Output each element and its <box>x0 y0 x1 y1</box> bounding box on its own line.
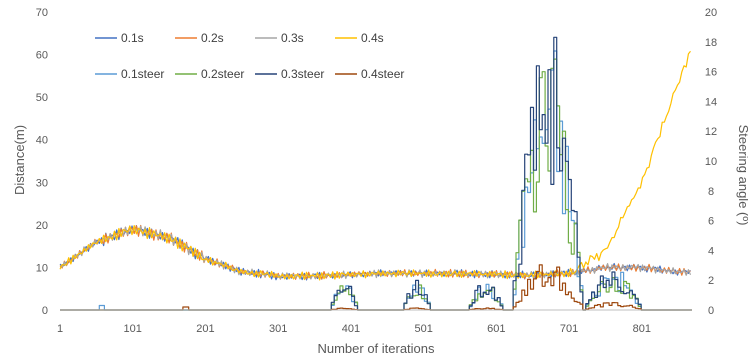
x-tick-label: 401 <box>342 323 360 335</box>
x-tick-label: 301 <box>269 323 287 335</box>
x-tick-label: 1 <box>57 323 63 335</box>
y-tick-label: 10 <box>36 262 48 274</box>
y2-axis-title: Steering angle (º) <box>736 125 748 226</box>
y-tick-label: 20 <box>36 220 48 232</box>
legend-label: 0.2steer <box>201 67 244 81</box>
series-line-0-3steer <box>60 36 692 311</box>
plot-lines <box>59 36 692 311</box>
series-line-0-1steer <box>60 50 692 311</box>
legend-item-0-4steer: 0.4steer <box>335 67 404 81</box>
legend-item-0-3steer: 0.3steer <box>255 67 324 81</box>
y-tick-label: 0 <box>42 305 48 317</box>
legend-item-0-4s: 0.4s <box>335 31 384 45</box>
legend: 0.1s 0.2s 0.3s 0.4s 0.1steer 0.2steer 0.3steer… <box>95 31 404 81</box>
x-axis-ticks: 1 101 201 301 401 501 601 701 801 <box>57 323 651 335</box>
x-axis-title: Number of iterations <box>317 341 435 356</box>
legend-label: 0.1s <box>121 31 144 45</box>
y-tick-label: 30 <box>36 177 48 189</box>
y-tick-label: 40 <box>36 135 48 147</box>
legend-label: 0.3steer <box>281 67 324 81</box>
x-tick-label: 101 <box>124 323 142 335</box>
x-tick-label: 601 <box>487 323 505 335</box>
y-tick-label: 50 <box>36 92 48 104</box>
y2-tick-label: 14 <box>705 96 717 108</box>
y2-tick-label: 16 <box>705 67 717 79</box>
legend-label: 0.3s <box>281 31 304 45</box>
x-tick-label: 501 <box>414 323 432 335</box>
legend-item-0-2steer: 0.2steer <box>175 67 244 81</box>
y-axis-title: Distance(m) <box>12 125 27 195</box>
y-tick-label: 60 <box>36 50 48 62</box>
legend-label: 0.4steer <box>361 67 404 81</box>
legend-item-0-3s: 0.3s <box>255 31 304 45</box>
legend-item-0-2s: 0.2s <box>175 31 224 45</box>
legend-label: 0.2s <box>201 31 224 45</box>
y2-tick-label: 2 <box>708 275 714 287</box>
legend-item-0-1steer: 0.1steer <box>95 67 164 81</box>
y2-tick-label: 4 <box>708 245 714 257</box>
x-tick-label: 801 <box>633 323 651 335</box>
x-tick-label: 201 <box>196 323 214 335</box>
y2-tick-label: 0 <box>708 305 714 317</box>
y2-tick-label: 10 <box>705 156 717 168</box>
y2-tick-label: 12 <box>705 126 717 138</box>
y2-axis-ticks: 0 2 4 6 8 10 12 14 16 18 20 <box>705 7 717 317</box>
y-axis-ticks: 0 10 20 30 40 50 60 70 <box>36 7 48 317</box>
y2-tick-label: 20 <box>705 7 717 19</box>
y2-tick-label: 18 <box>705 37 717 49</box>
x-tick-label: 701 <box>560 323 578 335</box>
y2-tick-label: 6 <box>708 216 714 228</box>
legend-label: 0.4s <box>361 31 384 45</box>
y2-tick-label: 8 <box>708 186 714 198</box>
legend-item-0-1s: 0.1s <box>95 31 144 45</box>
series-line-0-4s <box>59 50 691 281</box>
y-tick-label: 70 <box>36 7 48 19</box>
legend-label: 0.1steer <box>121 67 164 81</box>
